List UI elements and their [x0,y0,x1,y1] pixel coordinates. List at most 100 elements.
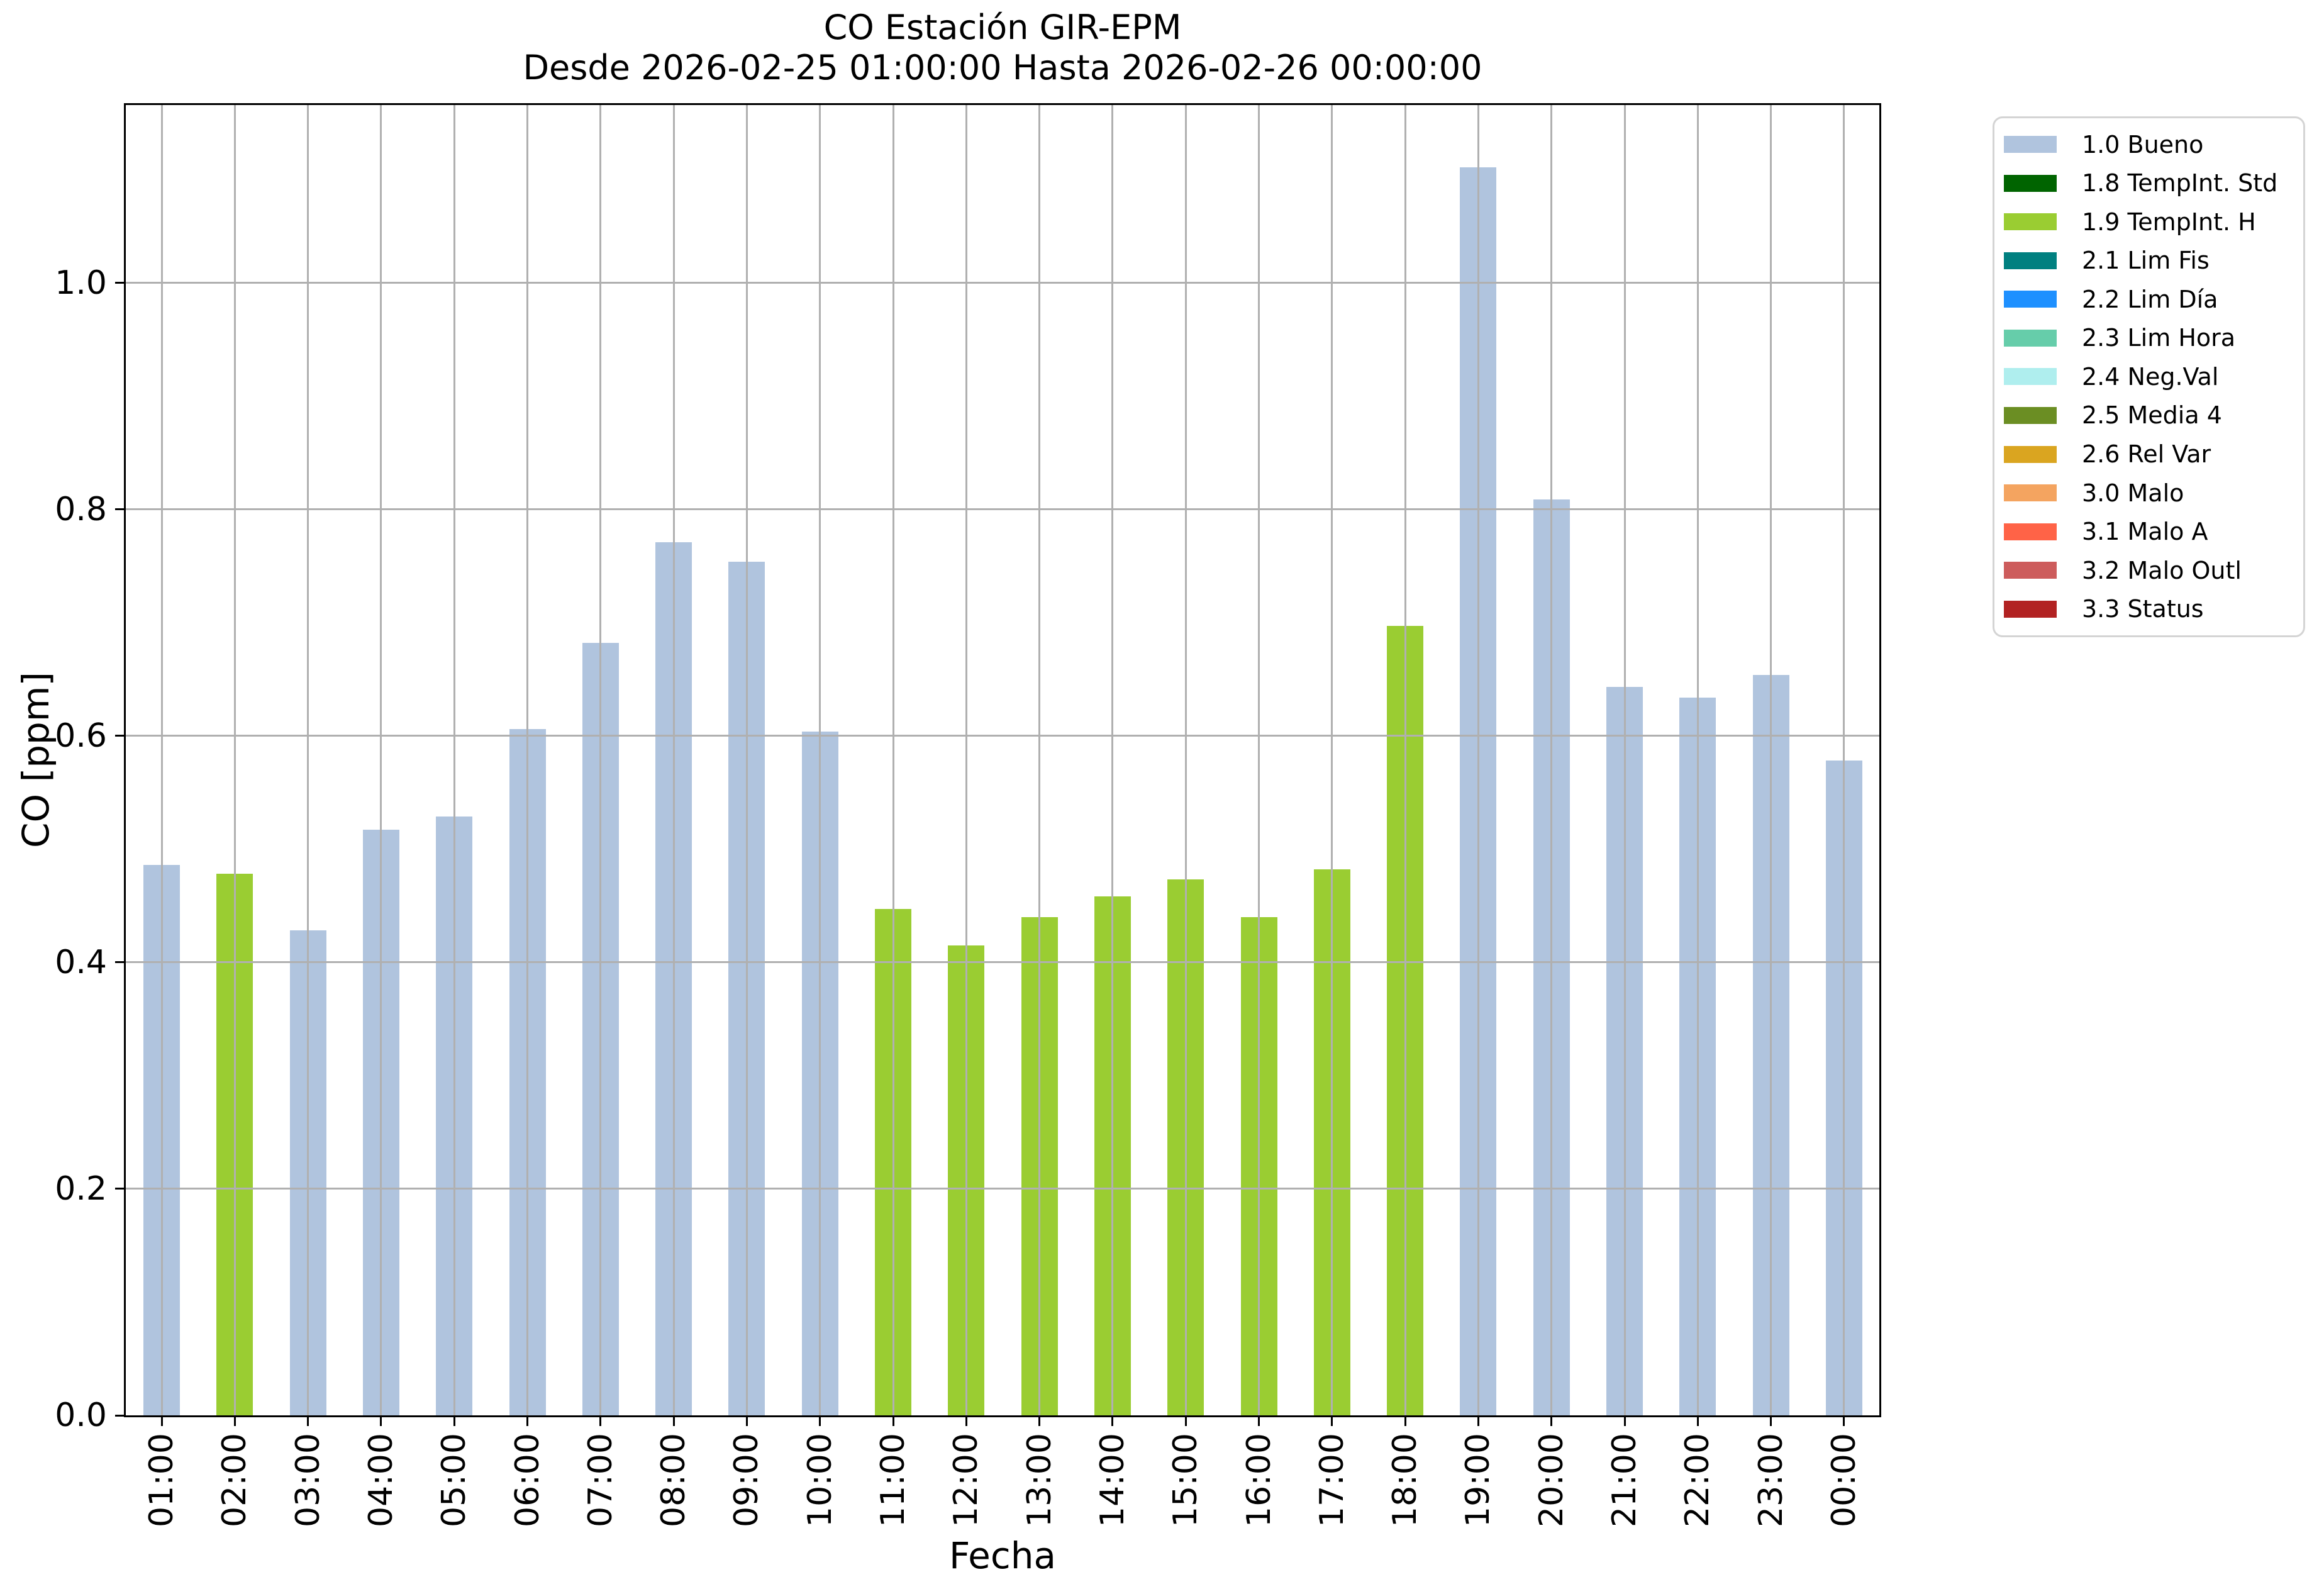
x-tick-label: 18:00 [1386,1433,1425,1527]
y-tick-label: 0.6 [55,716,107,755]
x-tick-mark [1331,1415,1333,1426]
chart-title-block: CO Estación GIR-EPM Desde 2026-02-25 01:… [126,8,1879,88]
x-tick-mark [1258,1415,1260,1426]
legend-item: 2.4 Neg.Val [2004,357,2303,396]
legend-item: 2.5 Media 4 [2004,396,2303,435]
x-tick-mark [1623,1415,1626,1426]
y-tick-label: 0.4 [55,943,107,981]
x-tick-label: 17:00 [1313,1433,1351,1527]
gridline-vertical [1770,105,1772,1415]
gridline-vertical [380,105,382,1415]
x-tick-label: 00:00 [1825,1433,1863,1527]
gridline-vertical [819,105,821,1415]
y-tick-mark [115,1188,126,1190]
x-tick-mark [599,1415,602,1426]
x-tick-label: 22:00 [1679,1433,1717,1527]
x-tick-label: 15:00 [1167,1433,1205,1527]
x-tick-label: 21:00 [1606,1433,1643,1527]
x-tick-mark [745,1415,748,1426]
gridline-vertical [1111,105,1114,1415]
legend-label: 2.1 Lim Fis [2082,247,2210,275]
x-tick-label: 10:00 [801,1433,839,1527]
y-tick-mark [115,282,126,284]
legend-label: 3.3 Status [2082,595,2204,623]
x-axis-label: Fecha [948,1534,1057,1577]
gridline-vertical [745,105,748,1415]
gridline-vertical [1477,105,1479,1415]
legend-swatch [2004,174,2057,192]
bottom-spine [124,1415,1881,1417]
top-spine [124,103,1881,105]
x-tick-mark [1550,1415,1553,1426]
legend-item: 2.1 Lim Fis [2004,242,2303,281]
chart-title: CO Estación GIR-EPM [823,8,1182,47]
x-tick-label: 07:00 [581,1433,620,1527]
x-tick-mark [160,1415,163,1426]
x-tick-mark [965,1415,967,1426]
x-tick-mark [233,1415,236,1426]
x-tick-label: 01:00 [143,1433,181,1527]
x-tick-label: 13:00 [1020,1433,1059,1527]
x-tick-mark [526,1415,528,1426]
legend-label: 2.3 Lim Hora [2082,324,2236,352]
gridline-vertical [1038,105,1041,1415]
legend-label: 3.2 Malo Outl [2082,556,2242,584]
legend-swatch [2004,445,2057,463]
x-tick-mark [672,1415,675,1426]
legend-label: 2.2 Lim Día [2082,285,2218,313]
gridline-vertical [1696,105,1699,1415]
gridline-vertical [599,105,602,1415]
x-tick-mark [1477,1415,1479,1426]
left-spine [124,103,126,1417]
legend-swatch [2004,406,2057,424]
x-tick-label: 19:00 [1459,1433,1498,1527]
gridline-horizontal [126,1188,1879,1190]
gridline-vertical [160,105,163,1415]
x-tick-label: 05:00 [435,1433,474,1527]
x-tick-mark [307,1415,309,1426]
gridline-vertical [453,105,455,1415]
gridline-horizontal [126,961,1879,964]
legend-swatch [2004,291,2057,308]
x-tick-label: 02:00 [216,1433,254,1527]
x-tick-mark [1038,1415,1041,1426]
legend-label: 3.0 Malo [2082,479,2184,507]
x-tick-mark [1843,1415,1845,1426]
gridline-horizontal [126,508,1879,511]
legend-item: 3.0 Malo [2004,474,2303,513]
plot-area [126,105,1879,1415]
legend-swatch [2004,600,2057,618]
x-tick-mark [380,1415,382,1426]
gridline-vertical [1404,105,1406,1415]
gridline-vertical [1623,105,1626,1415]
legend: 1.0 Bueno 1.8 TempInt. Std 1.9 TempInt. H 2… [1993,116,2305,637]
legend-item: 2.2 Lim Día [2004,280,2303,319]
legend-swatch [2004,562,2057,579]
legend-swatch [2004,136,2057,153]
x-tick-label: 20:00 [1532,1433,1571,1527]
gridline-vertical [965,105,967,1415]
legend-label: 2.6 Rel Var [2082,440,2211,469]
gridline-vertical [892,105,894,1415]
gridline-vertical [672,105,675,1415]
gridline-vertical [1550,105,1553,1415]
legend-item: 2.6 Rel Var [2004,435,2303,474]
legend-label: 1.0 Bueno [2082,130,2204,159]
y-tick-label: 0.2 [55,1169,107,1208]
legend-swatch [2004,523,2057,540]
x-tick-mark [1770,1415,1772,1426]
legend-swatch [2004,329,2057,347]
gridline-vertical [1843,105,1845,1415]
y-tick-mark [115,735,126,737]
gridline-horizontal [126,282,1879,284]
x-tick-mark [453,1415,455,1426]
legend-label: 3.1 Malo A [2082,518,2208,546]
x-tick-mark [1696,1415,1699,1426]
legend-label: 2.5 Media 4 [2082,401,2222,430]
x-tick-mark [1111,1415,1114,1426]
x-tick-label: 14:00 [1093,1433,1131,1527]
x-tick-label: 03:00 [289,1433,327,1527]
gridline-vertical [1258,105,1260,1415]
x-tick-label: 16:00 [1240,1433,1278,1527]
